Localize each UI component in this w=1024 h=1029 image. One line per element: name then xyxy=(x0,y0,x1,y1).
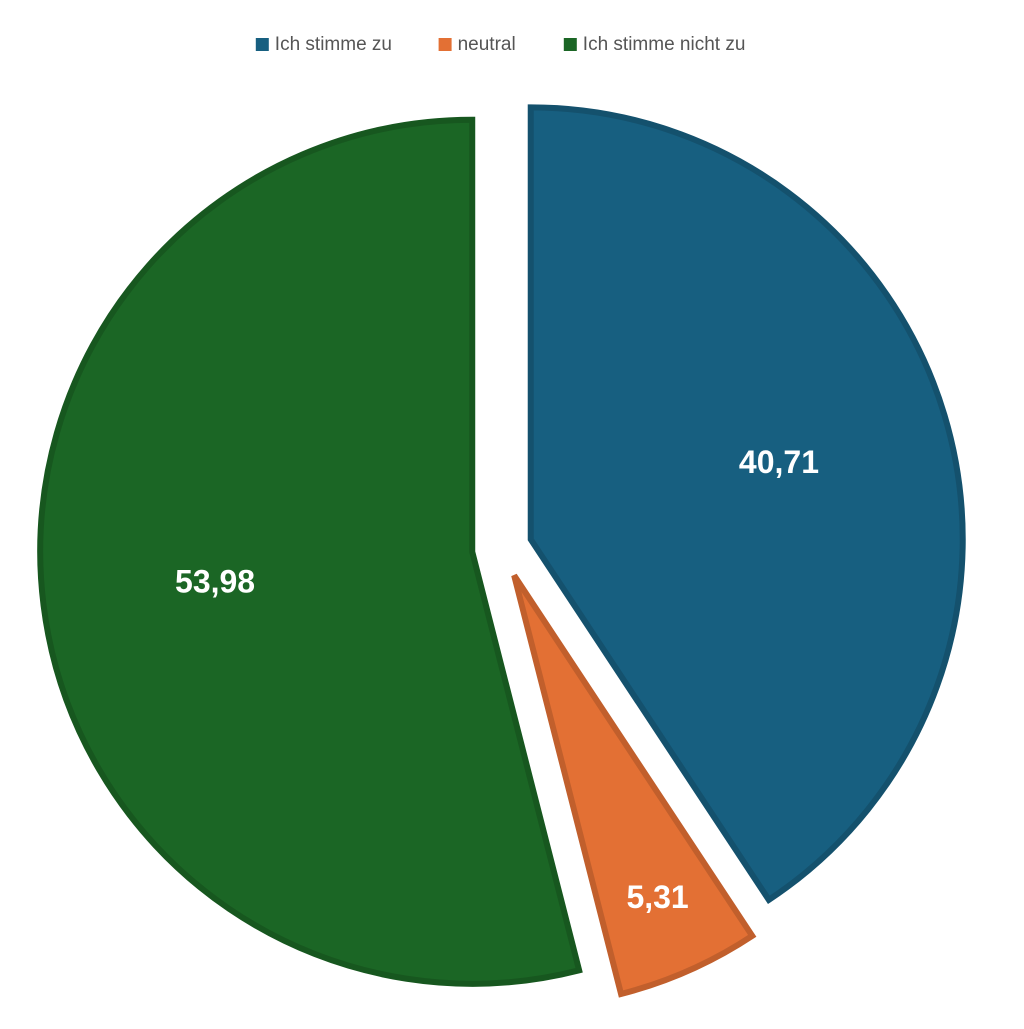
pie-slice xyxy=(37,116,583,987)
legend-text: Ich stimme nicht zu xyxy=(583,34,746,55)
pie-slice xyxy=(511,573,757,998)
data-label: 53,98 xyxy=(175,564,255,600)
legend-swatch xyxy=(255,38,269,51)
legend-swatch xyxy=(563,38,577,51)
pie-slice xyxy=(527,104,966,904)
legend-text: neutral xyxy=(458,34,516,55)
data-label: 5,31 xyxy=(626,879,688,915)
legend-swatch xyxy=(438,38,452,51)
legend-text: Ich stimme zu xyxy=(275,34,392,55)
data-label: 40,71 xyxy=(739,444,819,480)
